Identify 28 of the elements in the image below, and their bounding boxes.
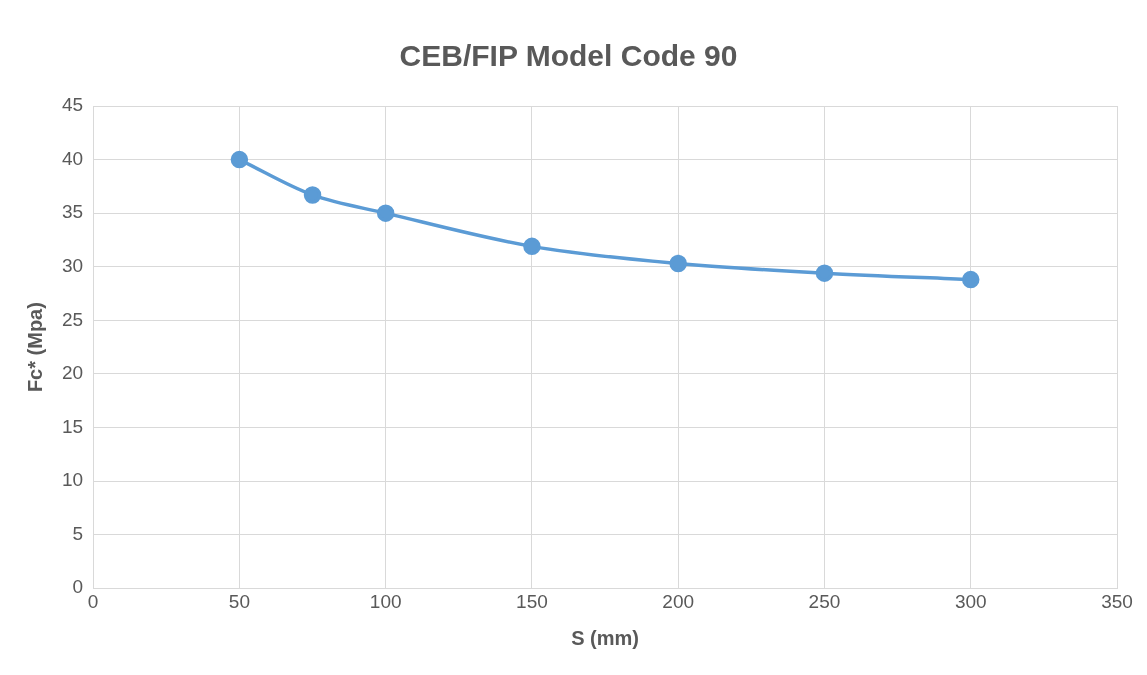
x-tick-label: 300 [954, 590, 987, 612]
x-tick-label: 100 [369, 590, 402, 612]
point [815, 264, 834, 282]
point [376, 204, 395, 222]
x-tick-label: 150 [516, 590, 548, 612]
y-tick-label: 25 [61, 308, 84, 330]
y-tick-label: 45 [61, 94, 84, 116]
x-tick-label: 200 [662, 590, 695, 612]
point [523, 237, 541, 256]
chart-title: CEB/FIP Model Code 90 [399, 39, 738, 73]
y-tick-label: 10 [61, 469, 84, 491]
x-tick-label: 350 [1101, 590, 1133, 612]
point [669, 254, 687, 273]
y-tick-label: 15 [61, 415, 84, 437]
y-tick-label: 40 [61, 147, 84, 169]
y-tick-label: 35 [61, 201, 84, 223]
y-axis-title: Fc* (Mpa) [23, 302, 46, 393]
x-tick-label: 0 [87, 590, 99, 612]
x-tick-label: 50 [228, 590, 250, 612]
x-axis-title: S (mm) [571, 626, 639, 649]
point [961, 270, 980, 289]
y-tick-label: 20 [61, 362, 84, 384]
y-tick-label: 30 [61, 254, 84, 276]
point [303, 186, 322, 204]
y-tick-label: 5 [72, 522, 84, 544]
y-tick-label: 0 [72, 576, 84, 598]
x-tick-label: 250 [808, 590, 841, 612]
point [230, 150, 249, 169]
